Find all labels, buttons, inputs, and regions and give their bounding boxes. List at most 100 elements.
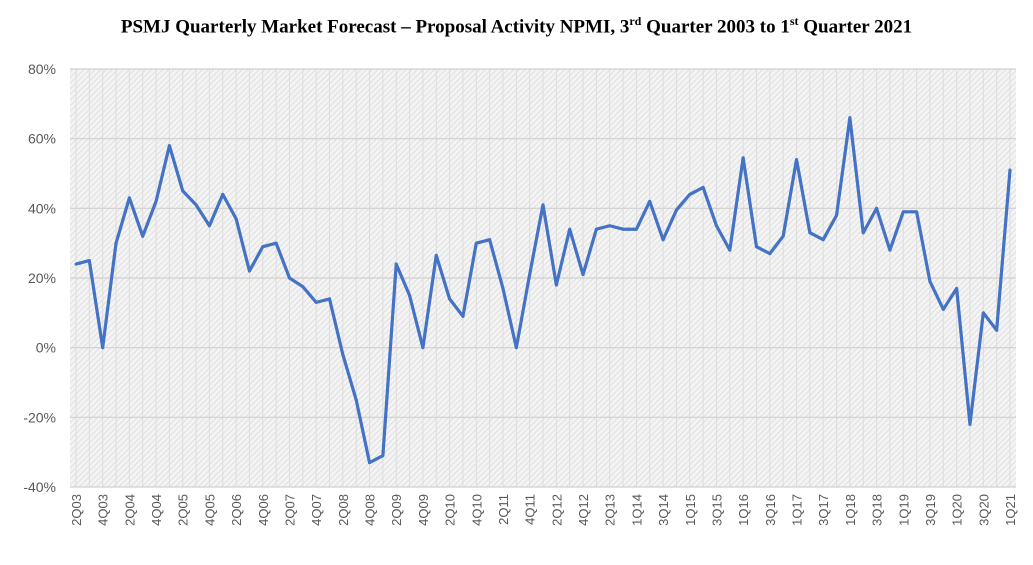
data-point [901, 210, 905, 214]
y-tick-label: 60% [28, 131, 56, 147]
data-point [234, 217, 238, 221]
x-tick-label: 2Q13 [603, 494, 618, 526]
data-point [941, 307, 945, 311]
x-tick-label: 2Q04 [122, 494, 137, 526]
data-point [554, 283, 558, 287]
y-tick-label: 40% [28, 200, 56, 216]
x-tick-label: 2Q07 [282, 494, 297, 526]
data-point [701, 185, 705, 189]
data-point [968, 422, 972, 426]
data-point [448, 297, 452, 301]
data-point [301, 285, 305, 289]
data-point [581, 273, 585, 277]
data-point [915, 210, 919, 214]
data-point [474, 241, 478, 245]
data-point [154, 199, 158, 203]
x-tick-label: 1Q18 [843, 494, 858, 526]
data-point [381, 454, 385, 458]
data-point [648, 199, 652, 203]
data-point [688, 192, 692, 196]
x-tick-label: 4Q09 [416, 494, 431, 526]
data-point [194, 203, 198, 207]
x-tick-label: 2Q03 [69, 494, 84, 526]
data-point [207, 224, 211, 228]
data-point [354, 398, 358, 402]
x-tick-label: 2Q08 [336, 494, 351, 526]
data-point [341, 353, 345, 357]
x-tick-label: 4Q08 [363, 494, 378, 526]
data-point [594, 227, 598, 231]
data-point [221, 192, 225, 196]
data-point [434, 253, 438, 257]
y-tick-label: 80% [28, 61, 56, 77]
x-tick-label: 3Q20 [976, 494, 991, 526]
data-point [835, 213, 839, 217]
x-tick-label: 4Q04 [149, 494, 164, 526]
x-tick-label: 2Q05 [176, 494, 191, 526]
data-point [101, 346, 105, 350]
x-tick-label: 4Q06 [256, 494, 271, 526]
data-point [368, 461, 372, 465]
x-tick-label: 4Q03 [96, 494, 111, 526]
data-point [181, 189, 185, 193]
data-point [421, 346, 425, 350]
x-tick-label: 3Q17 [816, 494, 831, 526]
x-tick-label: 2Q12 [549, 494, 564, 526]
data-point [541, 203, 545, 207]
data-point [408, 293, 412, 297]
data-point [488, 238, 492, 242]
data-point [314, 300, 318, 304]
x-tick-label: 1Q15 [683, 494, 698, 526]
y-tick-label: -40% [23, 479, 56, 495]
data-point [528, 273, 532, 277]
x-tick-label: 1Q16 [736, 494, 751, 526]
y-tick-label: -20% [23, 409, 56, 425]
x-tick-label: 2Q10 [443, 494, 458, 526]
data-point [141, 234, 145, 238]
data-point [955, 286, 959, 290]
data-point [127, 196, 131, 200]
data-point [461, 314, 465, 318]
data-point [501, 286, 505, 290]
x-tick-label: 2Q09 [389, 494, 404, 526]
data-point [261, 245, 265, 249]
x-tick-label: 4Q05 [202, 494, 217, 526]
data-point [981, 311, 985, 315]
x-tick-label: 3Q15 [709, 494, 724, 526]
x-tick-label: 1Q19 [896, 494, 911, 526]
data-point [114, 241, 118, 245]
x-tick-label: 1Q21 [1003, 494, 1018, 526]
data-point [795, 158, 799, 162]
x-tick-label: 1Q14 [629, 494, 644, 526]
chart-title: PSMJ Quarterly Market Forecast – Proposa… [120, 14, 913, 38]
x-tick-label: 2Q11 [496, 494, 511, 525]
data-point [634, 227, 638, 231]
x-tick-label: 3Q16 [763, 494, 778, 526]
x-tick-label: 3Q18 [870, 494, 885, 526]
data-point [514, 346, 518, 350]
x-tick-label: 3Q14 [656, 494, 671, 526]
data-point [1008, 168, 1012, 172]
data-point [87, 259, 91, 263]
data-point [754, 245, 758, 249]
data-point [781, 234, 785, 238]
data-point [274, 241, 278, 245]
data-point [247, 269, 251, 273]
x-tick-label: 3Q19 [923, 494, 938, 526]
data-point [848, 116, 852, 120]
data-point [714, 224, 718, 228]
x-tick-label: 1Q20 [950, 494, 965, 526]
data-point [568, 227, 572, 231]
x-tick-label: 4Q11 [523, 494, 538, 525]
x-tick-label: 4Q10 [469, 494, 484, 526]
y-tick-label: 20% [28, 270, 56, 286]
data-point [808, 231, 812, 235]
x-tick-label: 2Q06 [229, 494, 244, 526]
x-tick-label: 4Q07 [309, 494, 324, 526]
y-tick-label: 0% [36, 340, 56, 356]
data-point [928, 279, 932, 283]
x-tick-label: 1Q17 [790, 494, 805, 526]
data-point [287, 276, 291, 280]
data-point [394, 262, 398, 266]
